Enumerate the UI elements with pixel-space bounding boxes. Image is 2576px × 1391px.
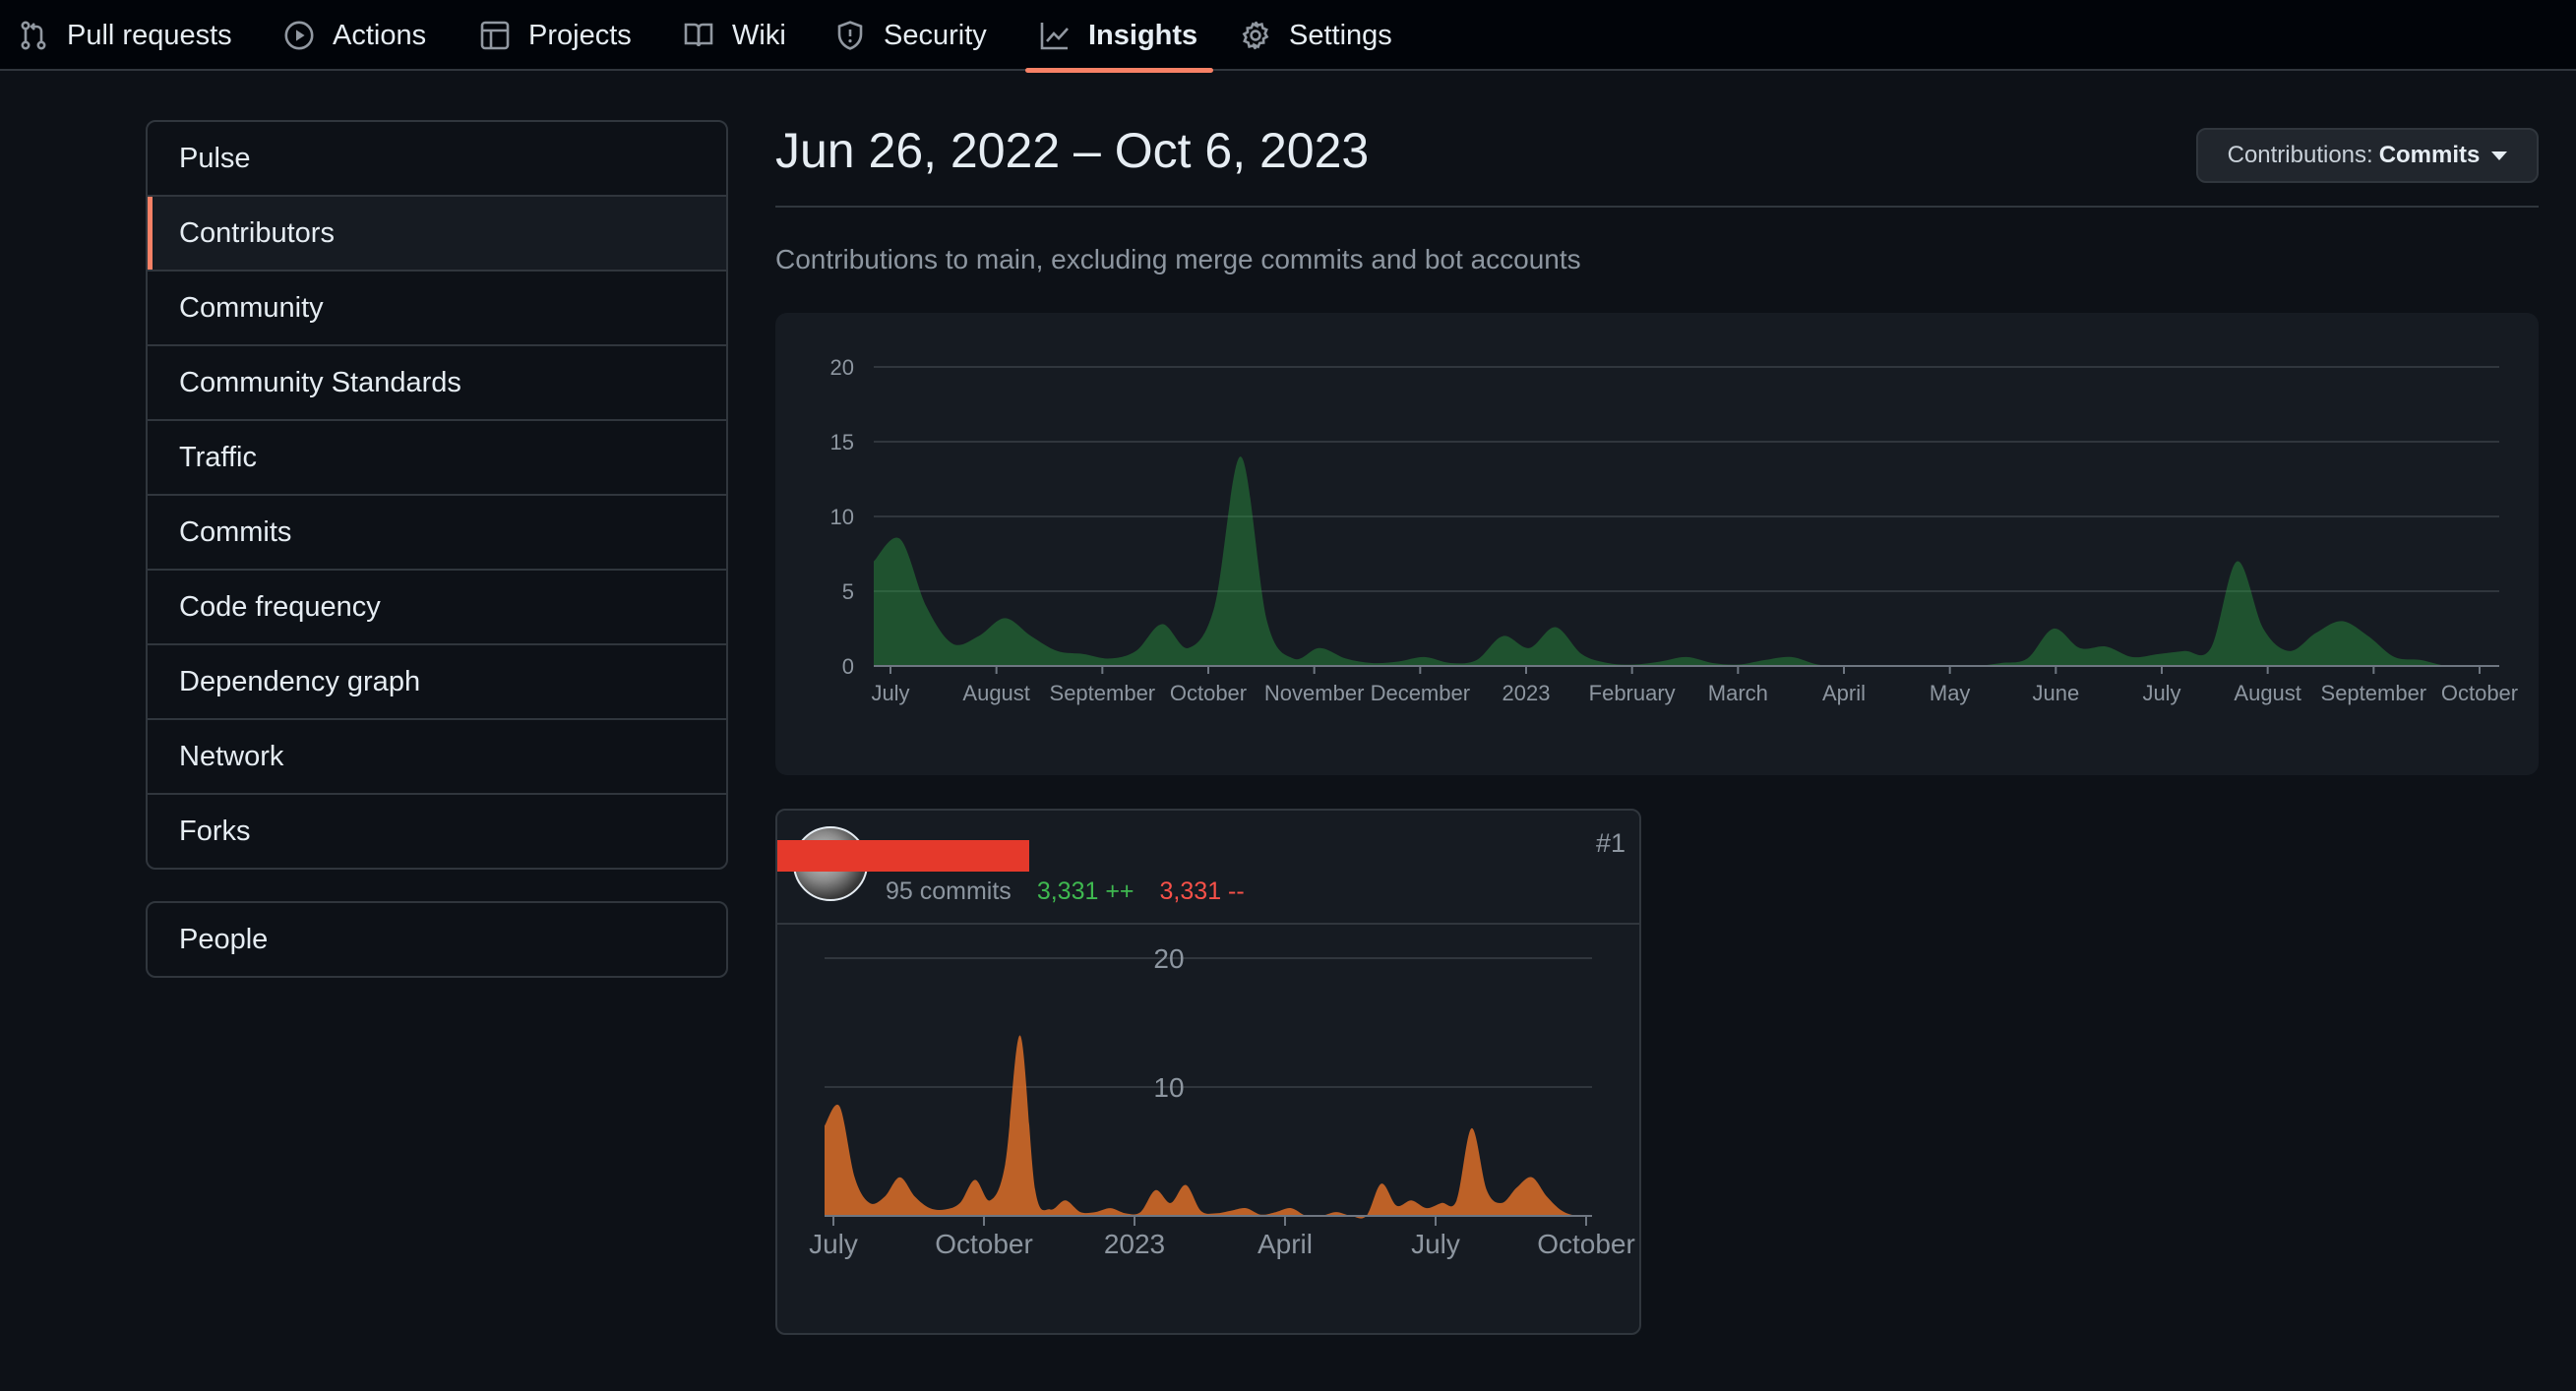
table-icon xyxy=(480,21,510,50)
tab-label: Projects xyxy=(528,19,632,51)
tab-label: Security xyxy=(884,19,987,51)
x-tick-label: July xyxy=(1411,1229,1460,1259)
tab-pull-requests[interactable]: Pull requests xyxy=(18,0,232,71)
main-chart-svg: 20 15 10 5 0 July August September October Novemb… xyxy=(830,355,2519,705)
y-tick-label: 5 xyxy=(842,579,854,604)
tab-actions[interactable]: Actions xyxy=(283,0,426,71)
sidebar-item-label: Contributors xyxy=(179,216,335,249)
x-tick-label: February xyxy=(1589,681,1676,705)
tab-label: Actions xyxy=(333,19,427,51)
y-tick-label: 20 xyxy=(830,355,854,380)
sidebar-item-label: People xyxy=(179,923,269,955)
graph-icon xyxy=(1040,23,1069,50)
tab-label: Pull requests xyxy=(67,19,232,51)
gear-icon xyxy=(1242,21,1269,50)
sidebar-item-people[interactable]: People xyxy=(146,901,728,978)
contributor-stats: 95 commits 3,331 ++ 3,331 -- xyxy=(886,877,1245,906)
sidebar-item-community[interactable]: Community xyxy=(148,270,726,344)
x-tick-label: August xyxy=(2234,681,2301,705)
x-tick-label: June xyxy=(2032,681,2079,705)
tab-label: Insights xyxy=(1088,19,1198,51)
x-tick-label: April xyxy=(1822,681,1866,705)
y-tick-label: 15 xyxy=(830,430,854,454)
tab-projects[interactable]: Projects xyxy=(479,0,632,71)
sidebar-item-label: Network xyxy=(179,740,284,772)
contributor-rank: #1 xyxy=(1595,828,1625,858)
sidebar-item-label: Code frequency xyxy=(179,590,381,623)
sidebar-item-code-frequency[interactable]: Code frequency xyxy=(148,569,726,643)
dropdown-value: Commits xyxy=(2378,142,2481,168)
sidebar-item-dependency-graph[interactable]: Dependency graph xyxy=(148,643,726,718)
y-tick-label: 10 xyxy=(830,505,854,529)
x-tick-label: July xyxy=(2142,681,2180,705)
commit-count-link[interactable]: 95 commits xyxy=(886,877,1012,905)
tab-settings[interactable]: Settings xyxy=(1240,0,1392,71)
x-tick-label: August xyxy=(962,681,1030,705)
x-tick-label: October xyxy=(1170,681,1247,705)
tab-wiki[interactable]: Wiki xyxy=(683,0,786,71)
redacted-username xyxy=(777,840,1029,872)
x-tick-label: September xyxy=(1050,681,1156,705)
x-tick-label: April xyxy=(1257,1229,1313,1259)
x-tick-label: November xyxy=(1264,681,1364,705)
x-tick-label: October xyxy=(2441,681,2518,705)
x-tick-label: 2023 xyxy=(1104,1229,1165,1259)
contributions-type-dropdown[interactable]: Contributions: Commits xyxy=(2196,128,2539,183)
sidebar-item-label: Traffic xyxy=(179,441,257,473)
caret-down-icon xyxy=(2491,151,2508,160)
sidebar-item-label: Community Standards xyxy=(179,366,461,398)
sidebar-item-network[interactable]: Network xyxy=(148,718,726,793)
play-icon xyxy=(284,21,314,50)
contributor-card: 95 commits 3,331 ++ 3,331 -- #1 20 10 July… xyxy=(775,809,1641,1335)
contributions-area xyxy=(825,1035,1592,1219)
sidebar-item-label: Forks xyxy=(179,815,251,847)
sidebar-item-label: Commits xyxy=(179,515,292,548)
sidebar-item-pulse[interactable]: Pulse xyxy=(148,122,726,195)
x-tick-label: May xyxy=(1930,681,1971,705)
sidebar-item-label: Community xyxy=(179,291,324,324)
sidebar-item-traffic[interactable]: Traffic xyxy=(148,419,726,494)
sidebar-item-contributors[interactable]: Contributors xyxy=(148,195,726,270)
x-tick-label: October xyxy=(1537,1229,1635,1259)
tab-label: Wiki xyxy=(732,19,786,51)
book-icon xyxy=(684,23,713,47)
tab-insights[interactable]: Insights xyxy=(1024,0,1214,73)
x-tick-label: October xyxy=(935,1229,1033,1259)
y-tick-label: 0 xyxy=(842,654,854,679)
x-tick-label: July xyxy=(871,681,909,705)
chart-subtitle: Contributions to main, excluding merge c… xyxy=(775,244,1581,274)
insights-sidebar: Pulse Contributors Community Community S… xyxy=(146,120,728,870)
header-divider xyxy=(775,206,2539,208)
sidebar-item-label: Pulse xyxy=(179,142,251,174)
x-tick-label: 2023 xyxy=(1503,681,1551,705)
contributor-chart-svg: 20 10 July October 2023 April July October xyxy=(809,943,1635,1259)
sidebar-item-commits[interactable]: Commits xyxy=(148,494,726,569)
shield-icon xyxy=(837,21,863,50)
contributions-area xyxy=(874,456,2499,667)
x-tick-label: July xyxy=(809,1229,858,1259)
main-contributions-chart: 20 15 10 5 0 July August September October Novemb… xyxy=(775,313,2539,775)
x-tick-label: September xyxy=(2321,681,2427,705)
additions-count: 3,331 ++ xyxy=(1036,877,1135,905)
contributor-card-header: 95 commits 3,331 ++ 3,331 -- #1 xyxy=(777,811,1639,925)
sidebar-item-label: Dependency graph xyxy=(179,665,421,697)
y-tick-label: 10 xyxy=(1153,1072,1184,1103)
dropdown-prefix: Contributions: xyxy=(2227,142,2373,168)
tab-security[interactable]: Security xyxy=(834,0,987,71)
page-title: Jun 26, 2022 – Oct 6, 2023 xyxy=(775,123,1370,178)
pull-request-icon xyxy=(21,21,46,50)
sidebar-item-forks[interactable]: Forks xyxy=(148,793,726,868)
sidebar-item-community-standards[interactable]: Community Standards xyxy=(148,344,726,419)
repo-nav: Pull requests Actions Projects Wiki Secu… xyxy=(0,0,2576,73)
tab-label: Settings xyxy=(1289,19,1392,51)
y-tick-label: 20 xyxy=(1153,943,1184,974)
x-tick-label: December xyxy=(1371,681,1470,705)
deletions-count: 3,331 -- xyxy=(1159,877,1245,905)
x-tick-label: March xyxy=(1708,681,1768,705)
